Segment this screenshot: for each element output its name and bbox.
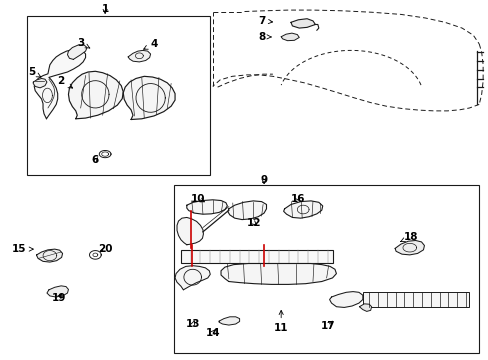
Polygon shape: [186, 200, 227, 214]
Polygon shape: [281, 33, 299, 41]
Text: 7: 7: [257, 16, 272, 26]
Text: 12: 12: [246, 218, 261, 228]
Text: 13: 13: [185, 319, 200, 329]
Text: 5: 5: [28, 67, 41, 77]
Bar: [173, 185, 478, 353]
Polygon shape: [37, 249, 62, 262]
Text: 6: 6: [92, 155, 99, 165]
Polygon shape: [34, 50, 85, 119]
Text: 2: 2: [58, 76, 73, 88]
Polygon shape: [67, 45, 87, 59]
Polygon shape: [128, 50, 150, 62]
Text: 16: 16: [290, 194, 305, 204]
Polygon shape: [329, 292, 362, 307]
Text: 18: 18: [400, 232, 417, 242]
Polygon shape: [227, 201, 266, 220]
Polygon shape: [219, 317, 239, 325]
FancyBboxPatch shape: [181, 250, 332, 263]
Polygon shape: [47, 286, 68, 297]
Bar: [27, 16, 210, 175]
Text: 17: 17: [320, 321, 334, 331]
Text: 20: 20: [98, 244, 112, 254]
Text: 4: 4: [143, 39, 158, 49]
Polygon shape: [68, 71, 123, 119]
Polygon shape: [175, 266, 210, 290]
Text: 14: 14: [205, 328, 220, 338]
Polygon shape: [221, 264, 336, 284]
Bar: [362, 292, 468, 307]
Polygon shape: [33, 78, 47, 88]
Text: 1: 1: [102, 4, 108, 14]
Text: 8: 8: [258, 32, 271, 42]
Polygon shape: [123, 76, 175, 120]
Text: 11: 11: [273, 310, 288, 333]
Polygon shape: [290, 19, 315, 28]
Polygon shape: [283, 201, 322, 218]
Text: 15: 15: [12, 244, 33, 254]
Polygon shape: [177, 217, 203, 245]
Text: 19: 19: [51, 293, 66, 303]
Polygon shape: [359, 304, 371, 311]
Polygon shape: [394, 240, 424, 255]
Text: 10: 10: [190, 194, 205, 204]
Text: 3: 3: [77, 38, 90, 48]
Text: 9: 9: [260, 175, 267, 185]
